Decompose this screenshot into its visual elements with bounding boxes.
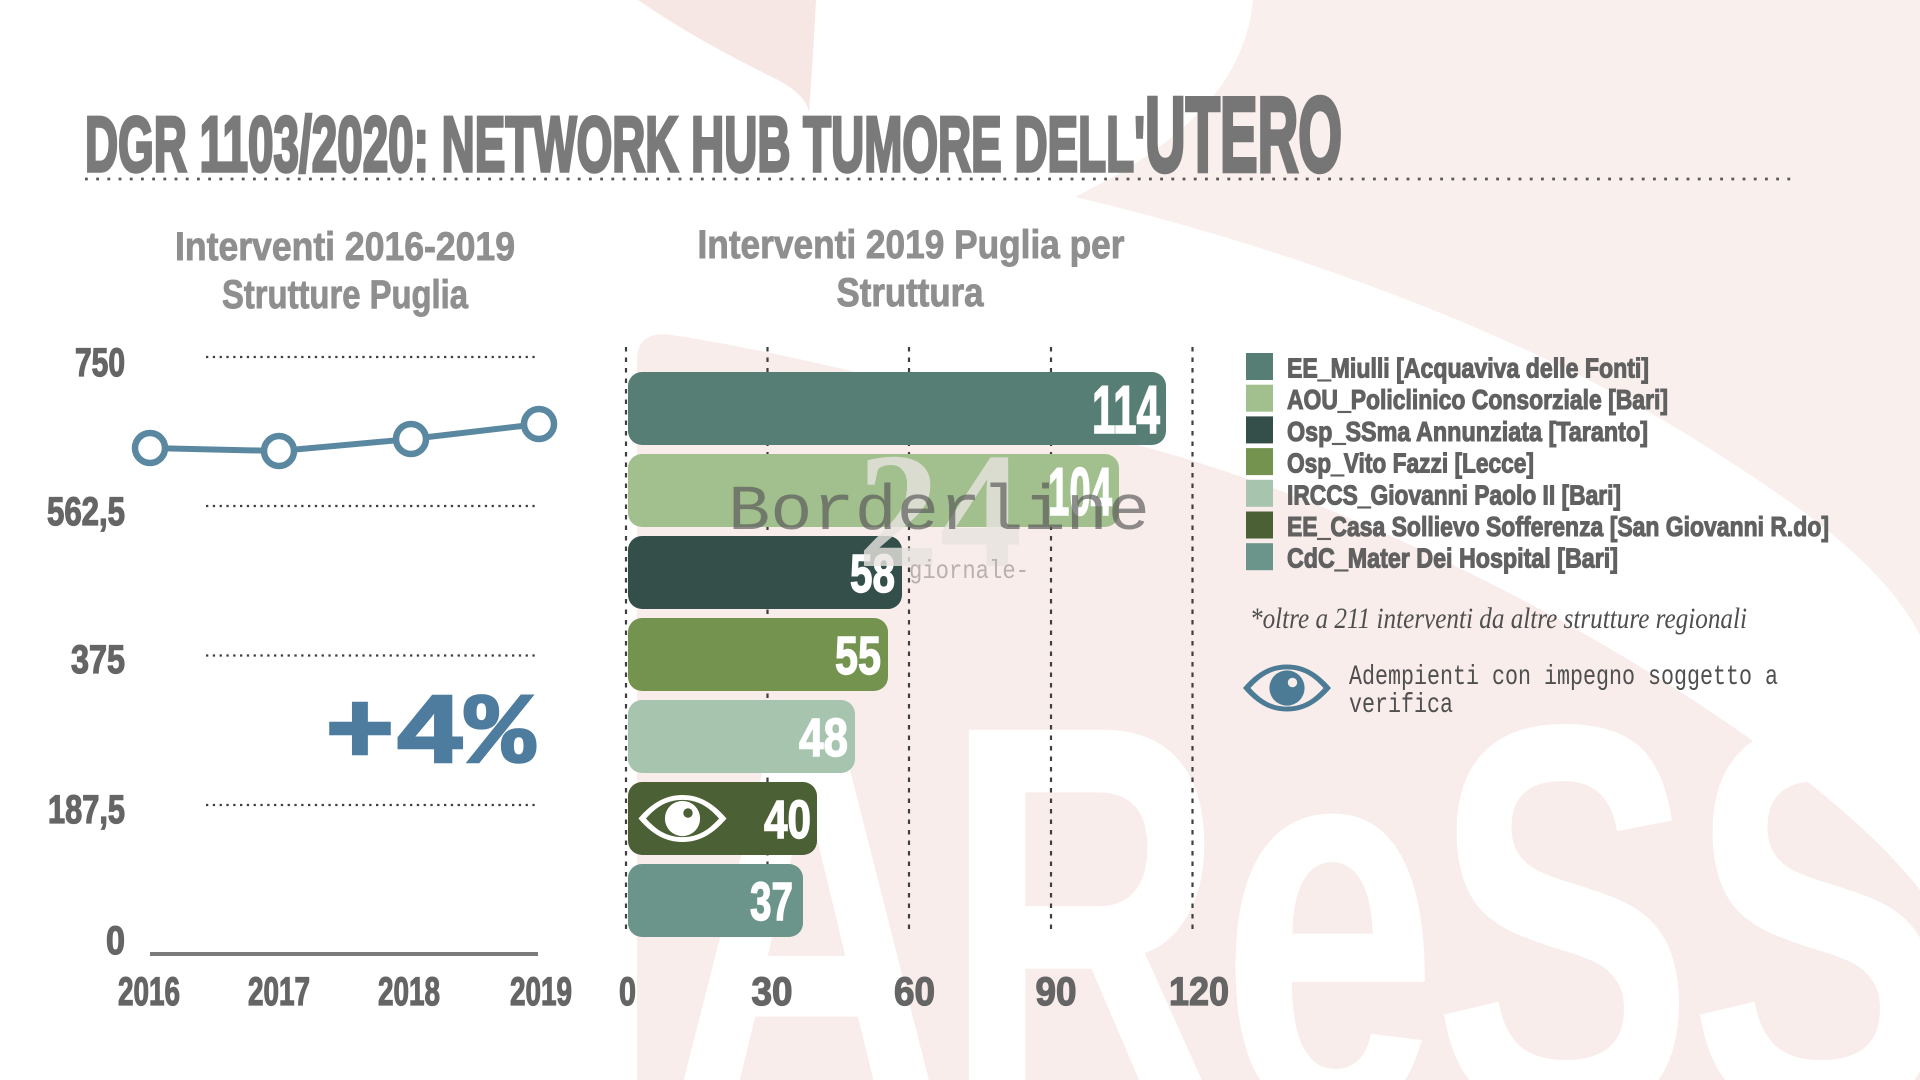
svg-text:2017: 2017 [248,970,310,1014]
svg-text:375: 375 [71,638,125,682]
svg-text:AOU_Policlinico Consorziale [B: AOU_Policlinico Consorziale [Bari] [1287,384,1668,415]
svg-text:24: 24 [857,419,1022,602]
svg-text:104: 104 [1048,454,1112,530]
svg-text:0: 0 [619,970,636,1014]
svg-text:Struttura: Struttura [837,271,985,315]
svg-text:Strutture Puglia: Strutture Puglia [222,273,469,317]
svg-text:Adempienti con impegno soggett: Adempienti con impegno soggetto a [1349,662,1778,693]
svg-text:verifica: verifica [1349,690,1453,721]
svg-text:Borderline: Borderline [728,477,1150,549]
svg-text:37: 37 [750,872,793,932]
svg-text:Interventi 2016-2019: Interventi 2016-2019 [175,225,515,269]
svg-text:giornale-: giornale- [909,556,1029,586]
svg-text:114: 114 [1092,372,1160,448]
svg-text:2016: 2016 [118,970,180,1014]
svg-text:750: 750 [75,341,125,385]
svg-text:0: 0 [106,919,125,963]
svg-text:*oltre a 211 interventi da alt: *oltre a 211 interventi da altre struttu… [1250,602,1747,635]
svg-text:EE_Miulli [Acquaviva delle Fon: EE_Miulli [Acquaviva delle Fonti] [1287,353,1649,384]
svg-text:Interventi 2019 Puglia per: Interventi 2019 Puglia per [698,223,1125,267]
svg-text:EE_Casa Sollievo Sofferenza [S: EE_Casa Sollievo Sofferenza [San Giovann… [1287,511,1829,542]
svg-text:+4%: +4% [325,680,536,793]
svg-text:187,5: 187,5 [48,788,125,832]
svg-text:48: 48 [799,708,848,768]
svg-text:2019: 2019 [510,970,572,1014]
svg-text:55: 55 [835,626,881,686]
svg-text:UTERO: UTERO [1145,76,1342,194]
svg-text:DGR 1103/2020: NETWORK HUB TUM: DGR 1103/2020: NETWORK HUB TUMORE DELL' [85,100,1145,188]
svg-text:Osp_Vito Fazzi [Lecce]: Osp_Vito Fazzi [Lecce] [1287,448,1534,479]
svg-text:Osp_SSma Annunziata [Taranto]: Osp_SSma Annunziata [Taranto] [1287,416,1648,447]
svg-text:562,5: 562,5 [47,490,125,534]
svg-text:2018: 2018 [378,970,440,1014]
svg-text:40: 40 [764,790,811,850]
svg-text:60: 60 [894,970,935,1014]
svg-text:30: 30 [752,970,793,1014]
svg-text:IRCCS_Giovanni Paolo II [Bari]: IRCCS_Giovanni Paolo II [Bari] [1287,479,1621,510]
svg-text:120: 120 [1169,970,1229,1014]
svg-text:58: 58 [850,544,895,604]
svg-text:CdC_Mater Dei Hospital [Bari]: CdC_Mater Dei Hospital [Bari] [1287,543,1618,574]
svg-text:90: 90 [1036,970,1077,1014]
